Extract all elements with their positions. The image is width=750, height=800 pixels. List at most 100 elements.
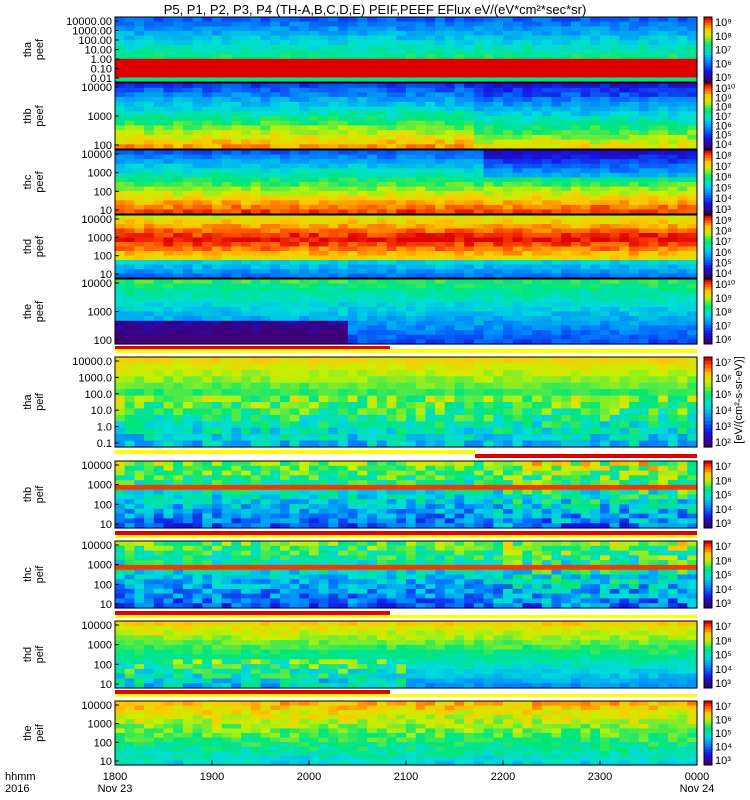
heatmap-cell (231, 283, 242, 289)
heatmap-cell (580, 215, 591, 221)
heatmap-cell (667, 242, 679, 248)
y-axis-label: the (22, 304, 34, 319)
heatmap-cell (600, 228, 611, 234)
heatmap-cell (619, 320, 630, 326)
heatmap-cell (580, 30, 591, 37)
heatmap-cell (115, 288, 126, 294)
heatmap-cell (658, 228, 669, 234)
heatmap-cell (134, 195, 145, 201)
heatmap-cell (260, 163, 271, 169)
heatmap-cell (570, 215, 582, 221)
heatmap-cell (367, 264, 378, 270)
heatmap-cell (376, 260, 388, 266)
heatmap-cell (299, 209, 310, 215)
heatmap-cell (347, 242, 359, 248)
heatmap-cell (241, 195, 252, 201)
heatmap-cell (134, 311, 145, 317)
heatmap-cell (289, 357, 300, 364)
heatmap-cell (231, 427, 242, 435)
heatmap-cell (124, 44, 135, 51)
heatmap-cell (435, 306, 446, 313)
heatmap-cell (289, 434, 300, 442)
heatmap-cell (483, 339, 494, 345)
heatmap-cell (667, 311, 679, 317)
heatmap-cell (318, 357, 329, 364)
colorbar-cell (704, 330, 712, 334)
heatmap-cell (182, 120, 194, 126)
heatmap-cell (182, 172, 194, 179)
heatmap-cell (309, 77, 320, 83)
heatmap-cell (115, 111, 126, 117)
heatmap-cell (144, 283, 155, 289)
heatmap-cell (173, 83, 184, 89)
heatmap-cell (687, 35, 698, 41)
heatmap-cell (163, 116, 174, 122)
heatmap-cell (260, 120, 271, 126)
heatmap-cell (115, 44, 126, 51)
heatmap-cell (386, 172, 397, 179)
heatmap-cell (270, 172, 281, 179)
heatmap-cell (629, 233, 640, 239)
heatmap-cell (551, 269, 562, 275)
heatmap-cell (309, 68, 320, 74)
heatmap-cell (667, 40, 679, 46)
heatmap-cell (406, 215, 417, 221)
heatmap-cell (182, 26, 194, 32)
heatmap-cell (570, 204, 582, 211)
heatmap-cell (522, 111, 533, 117)
heatmap-cell (367, 395, 378, 403)
heatmap-cell (464, 228, 475, 234)
heatmap-cell (425, 134, 436, 141)
heatmap-cell (299, 87, 310, 93)
heatmap-cell (464, 101, 475, 108)
colorbar-cell (704, 243, 712, 247)
heatmap-cell (270, 150, 281, 156)
heatmap-cell (454, 369, 465, 377)
heatmap-cell (522, 264, 533, 270)
heatmap-cell (444, 215, 456, 221)
heatmap-cell (270, 63, 281, 69)
heatmap-cell (367, 288, 378, 294)
heatmap-cell (173, 21, 184, 27)
heatmap-cell (338, 209, 349, 215)
heatmap-cell (561, 269, 572, 275)
heatmap-cell (124, 111, 135, 117)
heatmap-cell (638, 292, 650, 299)
heatmap-cell (512, 54, 523, 60)
heatmap-cell (299, 246, 310, 252)
heatmap-cell (396, 49, 407, 55)
heatmap-cell (367, 292, 378, 299)
heatmap-cell (687, 40, 698, 46)
heatmap-cell (396, 376, 407, 384)
heatmap-cell (561, 215, 572, 221)
heatmap-cell (561, 209, 572, 215)
heatmap-cell (561, 292, 572, 299)
heatmap-cell (115, 302, 126, 308)
heatmap-cell (570, 172, 582, 179)
heatmap-cell (454, 228, 465, 234)
heatmap-cell (221, 434, 232, 442)
heatmap-cell (289, 26, 300, 32)
heatmap-cell (357, 279, 368, 285)
heatmap-cell (435, 106, 446, 112)
heatmap-cell (687, 92, 698, 98)
heatmap-cell (629, 116, 640, 122)
heatmap-cell (182, 389, 194, 397)
heatmap-cell (435, 168, 446, 174)
heatmap-cell (454, 255, 465, 261)
heatmap-cell (202, 434, 213, 442)
heatmap-cell (483, 177, 494, 183)
heatmap-cell (570, 130, 582, 136)
heatmap-cell (532, 101, 543, 108)
heatmap-cell (464, 260, 475, 266)
heatmap-cell (619, 191, 630, 197)
heatmap-cell (667, 120, 679, 126)
heatmap-cell (629, 17, 640, 23)
heatmap-cell (435, 334, 446, 340)
heatmap-cell (406, 159, 417, 165)
heatmap-cell (376, 63, 388, 69)
heatmap-cell (115, 255, 126, 261)
heatmap-cell (309, 251, 320, 257)
heatmap-cell (415, 120, 426, 126)
heatmap-cell (522, 316, 533, 322)
